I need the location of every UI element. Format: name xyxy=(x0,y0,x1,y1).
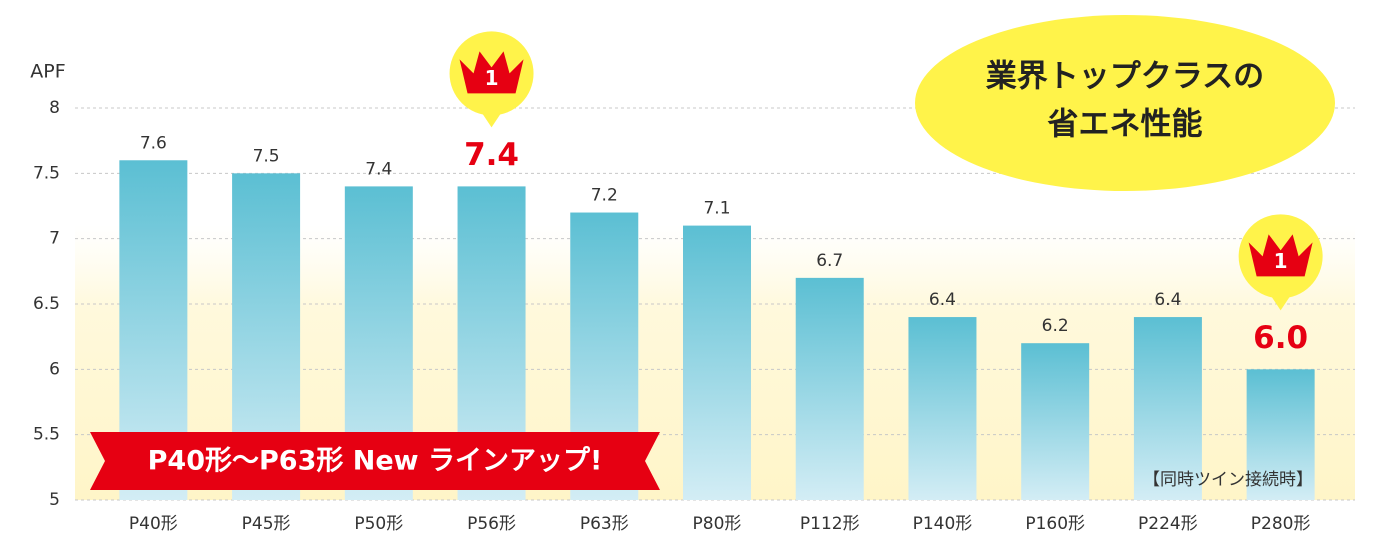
bubble xyxy=(915,15,1335,191)
value-label: 6.2 xyxy=(1042,316,1069,336)
banner xyxy=(90,432,660,490)
y-tick-label: 5 xyxy=(49,490,60,510)
x-tick-label: P56形 xyxy=(467,514,516,534)
bar xyxy=(908,317,977,500)
value-label: 6.7 xyxy=(816,251,843,271)
bar xyxy=(1021,343,1090,500)
x-tick-label: P40形 xyxy=(129,514,178,534)
x-tick-label: P160形 xyxy=(1025,514,1085,534)
x-tick-label: P50形 xyxy=(354,514,403,534)
y-tick-label: 8 xyxy=(49,98,60,118)
y-tick-label: 7 xyxy=(49,229,60,249)
value-label: 7.2 xyxy=(591,186,618,206)
value-label: 7.5 xyxy=(253,146,280,166)
y-axis-label: APF xyxy=(30,61,65,83)
x-tick-label: P280形 xyxy=(1251,514,1311,534)
bar xyxy=(1133,317,1202,500)
y-tick-label: 6.5 xyxy=(33,294,60,314)
x-tick-label: P80形 xyxy=(693,514,742,534)
bar xyxy=(1246,369,1315,500)
y-tick-label: 6 xyxy=(49,359,60,379)
value-label: 7.1 xyxy=(703,199,730,219)
y-tick-label: 7.5 xyxy=(33,163,60,183)
x-tick-label: P140形 xyxy=(913,514,973,534)
banner-text: P40形～P63形 New ラインアップ! xyxy=(148,446,603,477)
value-label: 6.4 xyxy=(1154,290,1181,310)
crown xyxy=(459,51,524,94)
x-tick-label: P63形 xyxy=(580,514,629,534)
badge-text: 1 xyxy=(485,66,499,90)
badge-pointer xyxy=(1268,292,1293,311)
value-label: 6.0 xyxy=(1253,320,1308,356)
x-tick-label: P45形 xyxy=(242,514,291,534)
value-label: 7.6 xyxy=(140,133,167,153)
value-label: 6.4 xyxy=(929,290,956,310)
badge-text: 1 xyxy=(1274,249,1288,273)
note: 【同時ツイン接続時】 xyxy=(1143,470,1313,490)
value-label: 7.4 xyxy=(365,159,392,179)
value-label: 7.4 xyxy=(464,137,519,173)
bar xyxy=(795,277,864,500)
bubble-text: 省エネ性能 xyxy=(1048,107,1203,143)
x-tick-label: P112形 xyxy=(800,514,860,534)
bar xyxy=(683,225,751,500)
x-tick-label: P224形 xyxy=(1138,514,1198,534)
bubble-text: 業界トップクラスの xyxy=(986,59,1264,95)
crown xyxy=(1248,234,1313,277)
y-tick-label: 5.5 xyxy=(33,425,60,445)
badge-pointer xyxy=(479,109,504,128)
